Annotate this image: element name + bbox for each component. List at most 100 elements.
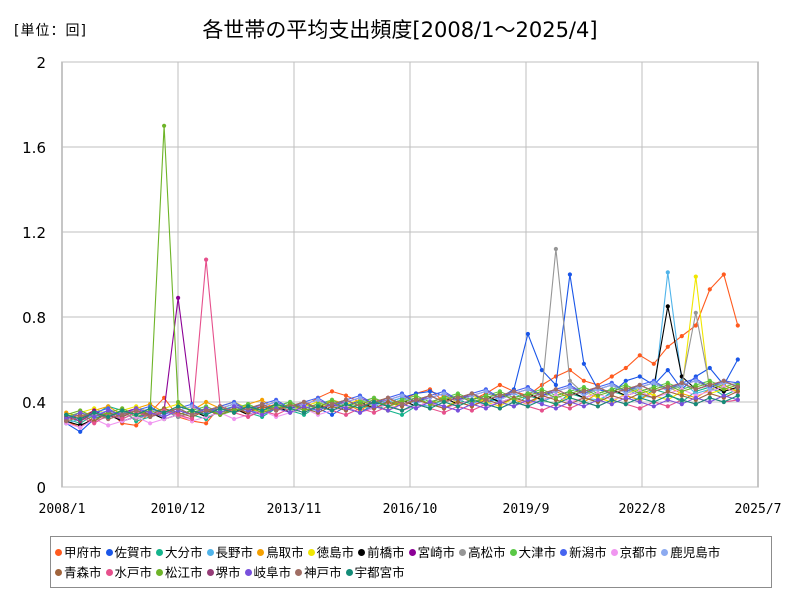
- data-point: [735, 357, 740, 362]
- data-point: [148, 421, 153, 426]
- data-point: [64, 412, 69, 417]
- data-point: [581, 389, 587, 394]
- data-point: [357, 406, 363, 411]
- data-point: [567, 378, 573, 383]
- data-point: [539, 402, 545, 407]
- legend-marker: [55, 569, 62, 576]
- data-point: [399, 408, 405, 413]
- data-point: [567, 272, 573, 277]
- data-point: [651, 399, 656, 405]
- data-point: [623, 402, 628, 407]
- data-point: [64, 419, 69, 424]
- data-point: [176, 399, 181, 405]
- grid: [61, 61, 759, 488]
- data-point: [707, 395, 712, 400]
- data-point: [483, 402, 488, 407]
- data-point: [581, 378, 587, 383]
- chart-title: 各世帯の平均支出頻度[2008/1～2025/4]: [202, 18, 598, 42]
- data-point: [385, 408, 391, 413]
- data-point: [483, 397, 488, 402]
- legend-label: 新潟市: [569, 545, 607, 560]
- legend-label: 高松市: [468, 545, 506, 560]
- data-point: [343, 406, 349, 411]
- data-point: [315, 397, 321, 402]
- legend-item: 青森市: [55, 564, 102, 582]
- legend-marker: [156, 569, 164, 576]
- data-point: [134, 412, 139, 417]
- data-point: [134, 408, 139, 413]
- data-point: [385, 395, 391, 400]
- data-point: [511, 404, 516, 409]
- legend-label: 長野市: [215, 545, 254, 560]
- unit-label: [単位：回]: [14, 23, 87, 39]
- y-tick-label: 0.4: [22, 394, 46, 412]
- data-point: [637, 353, 642, 358]
- data-point: [134, 423, 139, 428]
- data-point: [301, 399, 307, 405]
- data-point: [721, 378, 726, 383]
- legend-marker: [358, 549, 366, 556]
- data-point: [427, 389, 433, 394]
- data-point: [665, 385, 670, 390]
- data-point: [274, 402, 279, 407]
- data-point: [567, 399, 573, 405]
- data-point: [92, 410, 97, 415]
- data-point: [497, 406, 502, 411]
- data-point: [106, 414, 111, 419]
- data-point: [707, 287, 712, 292]
- legend-marker: [295, 569, 303, 576]
- data-point: [301, 410, 307, 415]
- data-point: [315, 404, 321, 409]
- data-point: [497, 393, 502, 398]
- data-point: [343, 402, 349, 407]
- data-point: [693, 402, 698, 407]
- data-point: [567, 385, 573, 390]
- data-point: [651, 404, 656, 409]
- data-point: [399, 393, 405, 398]
- legend-label: 岐阜市: [253, 565, 292, 580]
- legend-marker: [257, 549, 265, 556]
- data-point: [120, 412, 125, 417]
- data-point: [441, 399, 447, 405]
- data-point: [176, 404, 181, 409]
- data-point: [260, 412, 265, 417]
- legend: 甲府市 佐賀市 大分市 長野市 鳥取市 徳島市 前橋市 宮崎市 高松市 大津市 新潟市 京都市 鹿児島市…: [50, 536, 772, 588]
- data-point: [120, 408, 125, 413]
- data-point: [92, 421, 97, 426]
- legend-marker: [156, 549, 164, 556]
- data-point: [735, 385, 740, 390]
- legend-marker: [307, 549, 315, 556]
- data-point: [679, 389, 684, 394]
- data-point: [609, 374, 614, 379]
- data-point: [595, 397, 601, 402]
- data-point: [190, 416, 195, 422]
- data-point: [399, 412, 405, 417]
- legend-label: 鹿児島市: [670, 545, 721, 560]
- legend-label: 宇都宮市: [354, 565, 405, 580]
- data-point: [204, 421, 209, 426]
- data-point: [665, 304, 670, 309]
- x-tick-label: 2025/7: [735, 502, 782, 517]
- data-point: [665, 270, 670, 275]
- legend-label: 宮崎市: [417, 545, 456, 560]
- legend-label: 京都市: [619, 545, 658, 560]
- data-point: [525, 404, 531, 409]
- data-point: [553, 402, 559, 407]
- data-point: [623, 365, 628, 371]
- data-point: [260, 397, 265, 402]
- data-point: [329, 402, 335, 407]
- legend-label: 神戸市: [304, 565, 342, 580]
- data-point: [232, 416, 237, 422]
- data-point: [735, 393, 740, 398]
- data-point: [274, 408, 279, 413]
- data-point: [581, 395, 587, 400]
- data-point: [218, 410, 223, 415]
- data-point: [469, 391, 474, 396]
- data-point: [455, 399, 460, 405]
- data-point: [329, 408, 335, 413]
- legend-marker: [408, 549, 416, 556]
- legend-marker: [661, 549, 669, 556]
- data-point: [469, 402, 474, 407]
- data-point: [511, 399, 516, 405]
- data-point: [707, 399, 712, 405]
